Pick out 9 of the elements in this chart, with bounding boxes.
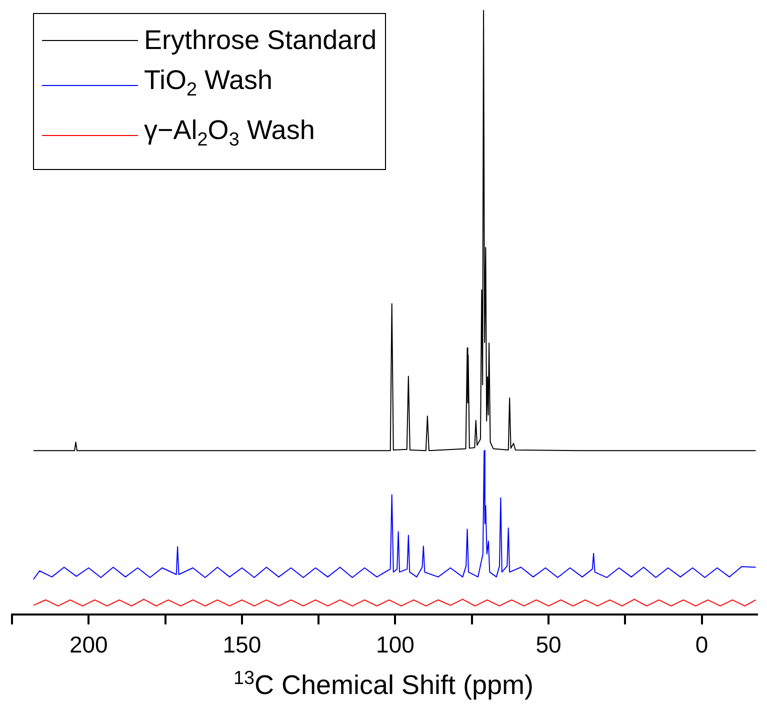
x-axis-title: $^{13}$C Chemical Shift (ppm) xyxy=(232,668,535,701)
legend-label: Erythrose Standard xyxy=(144,24,377,57)
x-tick-label: 50 xyxy=(536,632,562,658)
x-tick-label: 150 xyxy=(222,632,262,658)
legend-label: TiO$_{2}$ Wash xyxy=(144,64,273,102)
x-tick-label: 100 xyxy=(376,632,414,658)
x-tick-label: 0 xyxy=(695,632,708,658)
legend-label: γ−Al$_{2}$O$_{3}$ Wash xyxy=(144,114,315,153)
x-tick-label: 200 xyxy=(69,632,108,658)
